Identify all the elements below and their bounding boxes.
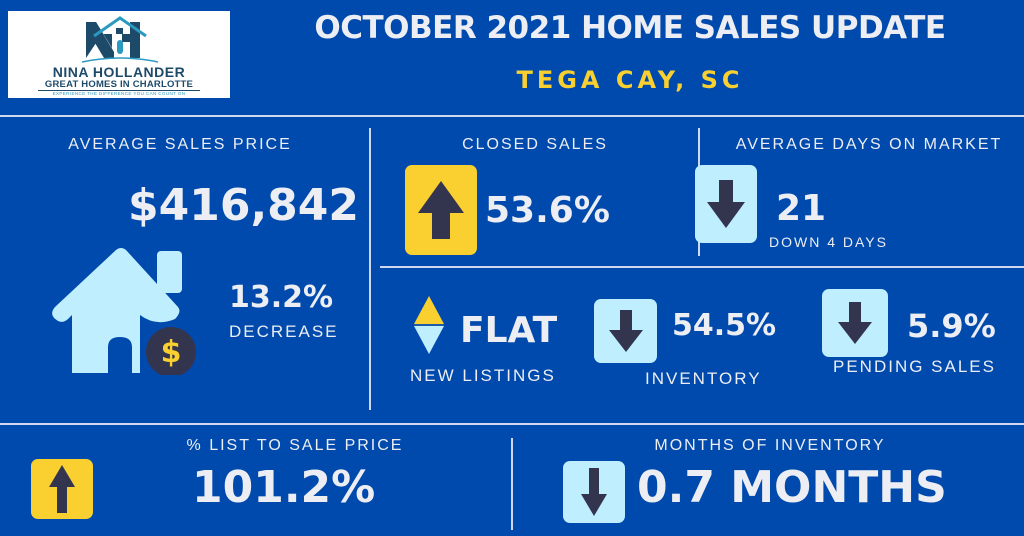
pending-sales-trend-box bbox=[822, 289, 888, 357]
inventory-label: INVENTORY bbox=[645, 369, 762, 388]
logo-subtitle: GREAT HOMES IN CHARLOTTE bbox=[44, 79, 194, 90]
nh-house-logo-icon bbox=[81, 16, 159, 63]
days-on-market-label: AVERAGE DAYS ON MARKET bbox=[735, 136, 1003, 153]
average-sales-price-direction: DECREASE bbox=[229, 322, 339, 341]
logo-tagline: EXPERIENCE THE DIFFERENCE YOU CAN COUNT … bbox=[52, 91, 186, 96]
pending-sales-value: 5.9% bbox=[907, 307, 996, 345]
new-listings-label: NEW LISTINGS bbox=[410, 366, 556, 385]
closed-sales-label: CLOSED SALES bbox=[462, 136, 608, 153]
logo-name: NINA HOLLANDER bbox=[52, 64, 186, 80]
average-sales-price-value: $416,842 bbox=[128, 180, 360, 231]
header-divider bbox=[0, 115, 1024, 117]
list-to-sale-trend-box bbox=[31, 459, 93, 519]
months-of-inventory-value: 0.7 MONTHS bbox=[637, 462, 947, 513]
months-of-inventory-trend-box bbox=[563, 461, 625, 523]
logo-rule bbox=[38, 90, 200, 91]
arrow-down-icon bbox=[707, 180, 745, 228]
inventory-value: 54.5% bbox=[672, 308, 777, 343]
new-listings-value: FLAT bbox=[460, 310, 558, 351]
left-column-divider bbox=[369, 128, 371, 410]
up-down-triangle-icon bbox=[414, 296, 444, 354]
location-subtitle: TEGA CAY, SC bbox=[516, 66, 744, 94]
list-to-sale-value: 101.2% bbox=[192, 462, 376, 513]
bottom-divider bbox=[0, 423, 1024, 425]
average-sales-price-change: 13.2% bbox=[229, 280, 334, 315]
pending-sales-label: PENDING SALES bbox=[833, 357, 996, 376]
closed-sales-trend-box bbox=[405, 165, 477, 255]
closed-sales-value: 53.6% bbox=[485, 190, 610, 231]
bottom-column-divider bbox=[511, 438, 513, 530]
svg-text:$: $ bbox=[161, 335, 182, 370]
page-title: OCTOBER 2021 HOME SALES UPDATE bbox=[314, 10, 946, 46]
average-sales-price-label: AVERAGE SALES PRICE bbox=[68, 136, 292, 153]
arrow-down-icon bbox=[581, 468, 607, 516]
arrow-down-icon bbox=[838, 302, 872, 344]
right-row-divider bbox=[380, 266, 1024, 268]
arrow-up-icon bbox=[49, 465, 75, 513]
days-on-market-trend-box bbox=[695, 165, 757, 243]
days-on-market-value: 21 bbox=[776, 188, 827, 229]
arrow-down-icon bbox=[608, 310, 643, 352]
logo: NINA HOLLANDER GREAT HOMES IN CHARLOTTE … bbox=[8, 11, 230, 98]
list-to-sale-label: % LIST TO SALE PRICE bbox=[186, 437, 404, 454]
house-dollar-icon: $ bbox=[52, 248, 196, 375]
inventory-trend-box bbox=[594, 299, 657, 363]
arrow-up-icon bbox=[418, 181, 464, 239]
months-of-inventory-label: MONTHS OF INVENTORY bbox=[654, 437, 886, 454]
days-on-market-note: DOWN 4 DAYS bbox=[769, 234, 888, 250]
